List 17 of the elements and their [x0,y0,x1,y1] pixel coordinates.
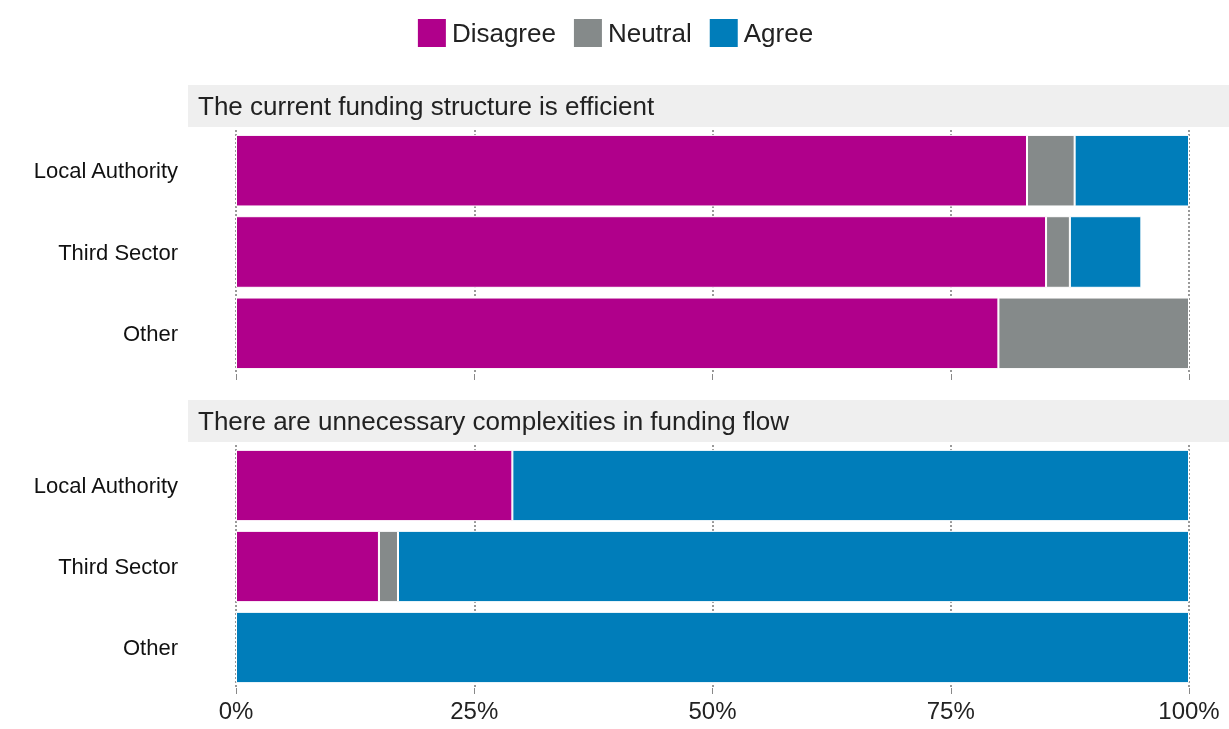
legend-label: Disagree [451,18,556,48]
chart-title: There are unnecessary complexities in funding flow [198,406,790,436]
x-tick-label: 0% [218,696,254,724]
y-tick-label: Other [122,320,178,346]
y-tick-label: Other [122,635,178,660]
y-tick-label: Local Authority [33,473,178,498]
x-tick-label: 100% [1158,696,1220,724]
legend-label: Agree [743,18,814,48]
x-tick-label: 25% [450,696,499,724]
bar [236,611,1189,684]
x-tick-label: 75% [926,696,975,724]
y-tick-label: Third Sector [58,239,178,265]
legend-label: Neutral [607,18,692,48]
x-tick-label: 50% [688,696,737,724]
chart-title: The current funding structure is efficient [198,91,655,121]
y-tick-label: Local Authority [33,158,178,184]
y-tick-label: Third Sector [58,554,178,579]
